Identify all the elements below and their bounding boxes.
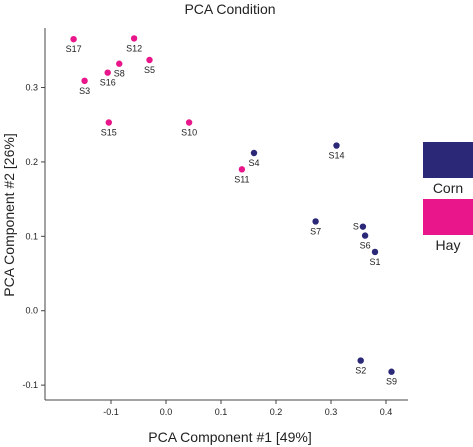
point-label-s15: S15 xyxy=(101,127,117,137)
y-ticks: -0.1 0.0 0.1 0.2 0.3 xyxy=(22,83,45,390)
point-label-s8: S8 xyxy=(114,69,125,79)
x-ticks: -0.1 0.0 0.1 0.2 0.3 0.4 xyxy=(103,400,392,417)
y-tick-label: 0.1 xyxy=(25,231,38,241)
data-points xyxy=(70,35,395,375)
point-label-s11: S11 xyxy=(234,174,249,184)
legend-swatch-corn xyxy=(423,142,473,178)
data-point-s15 xyxy=(105,119,113,126)
point-label-s17: S17 xyxy=(66,44,82,54)
data-point-s17 xyxy=(70,35,77,43)
data-point-extra xyxy=(359,223,367,230)
axes xyxy=(44,28,408,401)
data-point-s14 xyxy=(333,142,340,149)
point-label-s12: S12 xyxy=(126,43,142,53)
point-label-s6: S6 xyxy=(360,241,371,251)
data-point-s6 xyxy=(361,232,369,239)
data-point-s2 xyxy=(357,357,364,364)
x-tick-label: -0.1 xyxy=(103,407,119,417)
data-point-s1 xyxy=(371,248,379,256)
point-label-extra: S xyxy=(353,222,359,232)
y-tick-label: 0.2 xyxy=(25,157,38,167)
x-tick-label: 0.0 xyxy=(160,407,173,417)
x-tick-label: 0.4 xyxy=(380,407,393,417)
y-tick-label: -0.1 xyxy=(22,380,38,390)
y-tick-label: 0.3 xyxy=(25,83,38,93)
point-label-s3: S3 xyxy=(79,86,90,96)
data-point-s9 xyxy=(388,368,395,375)
point-label-s14: S14 xyxy=(328,151,344,161)
data-point-s7 xyxy=(312,218,319,225)
data-point-s5 xyxy=(146,56,153,64)
data-point-s3 xyxy=(81,77,88,85)
data-point-s8 xyxy=(116,60,123,67)
point-label-s2: S2 xyxy=(355,366,366,376)
point-label-s4: S4 xyxy=(248,158,259,168)
y-axis-label: PCA Component #2 [26%] xyxy=(1,133,17,296)
data-point-s16 xyxy=(104,69,111,76)
y-tick-label: 0.0 xyxy=(25,306,38,316)
legend-swatch-hay xyxy=(423,199,473,235)
x-tick-label: 0.3 xyxy=(325,407,338,417)
x-tick-label: 0.1 xyxy=(215,407,228,417)
legend: Corn Hay xyxy=(423,142,473,253)
legend-label-hay: Hay xyxy=(436,237,461,253)
point-label-s7: S7 xyxy=(310,226,321,236)
legend-label-corn: Corn xyxy=(433,180,463,196)
data-point-s12 xyxy=(130,35,138,42)
point-label-s9: S9 xyxy=(386,377,397,387)
data-point-s4 xyxy=(250,149,258,157)
x-tick-label: 0.2 xyxy=(270,407,283,417)
point-label-s10: S10 xyxy=(181,127,197,137)
point-label-s1: S1 xyxy=(369,257,380,267)
point-label-s5: S5 xyxy=(144,65,155,75)
chart-title: PCA Condition xyxy=(184,1,275,17)
data-point-s11 xyxy=(238,166,246,173)
point-label-s16: S16 xyxy=(100,78,116,88)
data-point-s10 xyxy=(185,119,193,126)
x-axis-label: PCA Component #1 [49%] xyxy=(148,429,311,445)
